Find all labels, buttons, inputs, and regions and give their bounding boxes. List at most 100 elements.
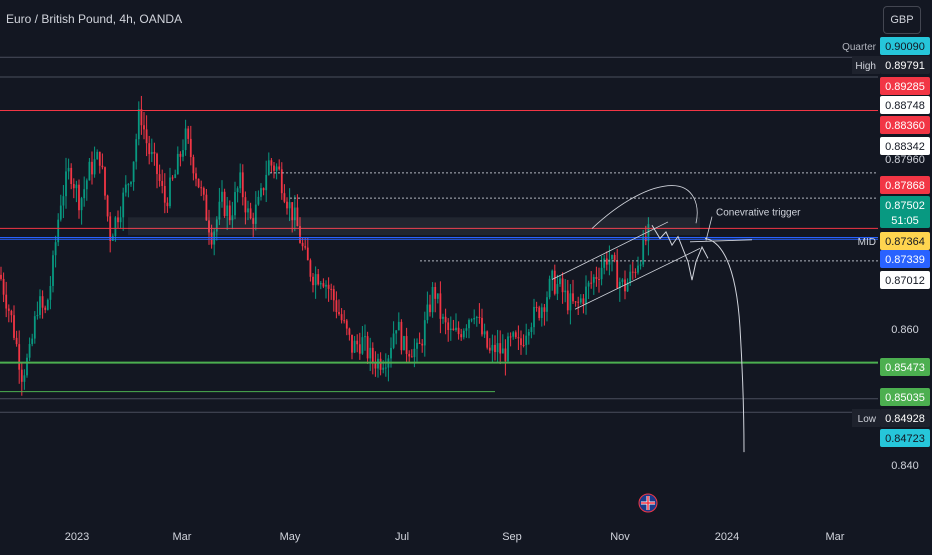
candle-body bbox=[338, 312, 340, 315]
candle-body bbox=[561, 278, 564, 293]
candle-body bbox=[447, 322, 450, 331]
candle-body bbox=[36, 315, 39, 317]
tag-bg bbox=[852, 409, 880, 427]
candle-body bbox=[551, 270, 554, 279]
candle-body bbox=[566, 290, 569, 311]
candle-body bbox=[473, 317, 476, 320]
candle-body bbox=[187, 128, 190, 139]
price-tag: Low bbox=[858, 414, 877, 425]
candle-body bbox=[608, 259, 611, 265]
candle-body bbox=[364, 336, 366, 338]
candle-body bbox=[595, 276, 598, 280]
candle-body bbox=[592, 276, 595, 283]
candle-body bbox=[143, 125, 145, 130]
candle-body bbox=[156, 153, 158, 175]
candle-body bbox=[161, 180, 164, 187]
candle-body bbox=[598, 279, 600, 281]
candle-body bbox=[559, 278, 561, 285]
price-label-bg bbox=[880, 116, 930, 134]
countdown-label: 51:05 bbox=[891, 215, 919, 227]
candle-body bbox=[31, 338, 34, 344]
candle-body bbox=[0, 274, 2, 279]
candle-body bbox=[481, 317, 483, 335]
candle-body bbox=[46, 299, 49, 310]
candle-body bbox=[28, 343, 31, 358]
candle-body bbox=[244, 197, 247, 213]
price-label-bg bbox=[880, 176, 930, 194]
candle-body bbox=[496, 343, 499, 353]
candle-body bbox=[189, 138, 192, 158]
candle-body bbox=[527, 332, 530, 336]
candle-body bbox=[18, 344, 21, 370]
candle-body bbox=[78, 184, 80, 211]
resistance-zone bbox=[128, 217, 700, 236]
candle-body bbox=[538, 307, 541, 318]
candle-body bbox=[540, 307, 543, 318]
candle-body bbox=[150, 151, 153, 155]
price-axis: 0.90090 Quarter 0.89791 High 0.89285 0.88748 0… bbox=[842, 37, 930, 472]
candle-body bbox=[444, 316, 447, 323]
candle-body bbox=[41, 296, 44, 308]
price-label: 0.84723 bbox=[885, 433, 925, 445]
candle-body bbox=[556, 284, 559, 294]
candle-body bbox=[249, 208, 252, 219]
candle-body bbox=[262, 188, 265, 191]
time-axis: 2023 Mar May Jul Sep Nov 2024 Mar bbox=[65, 493, 845, 543]
candle-body bbox=[582, 298, 585, 305]
candle-body bbox=[208, 220, 210, 233]
candle-body bbox=[140, 109, 143, 126]
price-label: 0.88342 bbox=[885, 141, 925, 153]
candle-body bbox=[210, 232, 213, 245]
candle-body bbox=[314, 274, 317, 286]
candle-body bbox=[397, 321, 400, 331]
candle-body bbox=[10, 310, 13, 316]
price-label: 0.89285 bbox=[885, 81, 925, 93]
candle-body bbox=[530, 327, 533, 333]
y-tick-label: 0.860 bbox=[891, 324, 919, 336]
candle-body bbox=[234, 192, 236, 216]
candle-body bbox=[176, 153, 179, 175]
candle-body bbox=[111, 235, 114, 241]
candle-body bbox=[624, 279, 626, 292]
time-tick-label: Sep bbox=[502, 531, 522, 543]
candle-body bbox=[182, 150, 184, 157]
candle-body bbox=[470, 319, 473, 321]
candle-body bbox=[522, 344, 525, 346]
candle-body bbox=[335, 300, 338, 313]
candle-body bbox=[195, 173, 197, 179]
time-tick-label: May bbox=[280, 531, 301, 543]
candle-body bbox=[275, 166, 278, 171]
candle-body bbox=[223, 191, 226, 216]
candle-body bbox=[137, 109, 140, 140]
candle-body bbox=[169, 177, 171, 207]
candle-body bbox=[306, 247, 309, 261]
candle-body bbox=[618, 281, 621, 289]
candle-body bbox=[356, 340, 359, 345]
candle-body bbox=[366, 336, 369, 359]
candle-body bbox=[226, 205, 229, 216]
price-label-bg bbox=[880, 409, 930, 427]
candle-body bbox=[379, 358, 382, 370]
candle-body bbox=[543, 307, 546, 312]
candle-body bbox=[270, 160, 273, 166]
candle-body bbox=[616, 260, 619, 289]
candle-body bbox=[468, 319, 470, 329]
candle-body bbox=[613, 254, 616, 261]
candle-body bbox=[605, 258, 608, 265]
candle-body bbox=[83, 189, 86, 199]
candle-body bbox=[124, 184, 127, 193]
candle-body bbox=[488, 347, 491, 351]
candle-body bbox=[293, 207, 296, 221]
candle-body bbox=[462, 330, 465, 338]
price-label: 0.87868 bbox=[885, 180, 925, 192]
candle-body bbox=[330, 288, 333, 290]
candle-body bbox=[520, 338, 522, 345]
candle-body bbox=[514, 332, 517, 338]
candle-body bbox=[408, 353, 411, 357]
currency-button[interactable]: GBP bbox=[883, 6, 921, 34]
candle-body bbox=[158, 174, 161, 181]
candle-body bbox=[288, 202, 291, 209]
candle-body bbox=[85, 180, 88, 190]
